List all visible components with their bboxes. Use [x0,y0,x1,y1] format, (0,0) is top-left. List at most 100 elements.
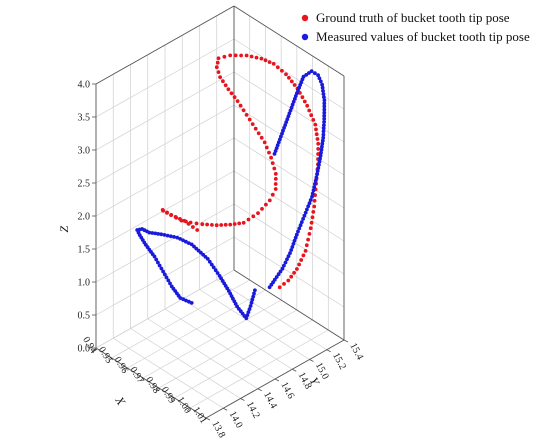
ground-truth-point [310,215,315,220]
ground-truth-point [259,56,264,61]
measured-point [320,85,325,90]
measured-point [281,128,285,133]
measured-point [276,140,281,145]
ground-truth-point [232,222,237,226]
measured-point [316,73,320,78]
measured-point [282,263,286,268]
ground-truth-point [280,68,284,73]
ground-truth-point [246,217,251,222]
ground-truth-point [238,103,243,108]
measured-point [274,275,279,279]
x-tick-mark [187,407,191,412]
measured-point [284,120,289,124]
ground-truth-point [229,91,234,96]
measured-point [302,213,307,218]
measured-point [296,229,300,234]
measured-point [169,284,174,289]
x-tick-mark [92,347,97,352]
ground-truth-point [302,99,307,104]
measured-point [303,210,308,215]
gridline [147,318,258,390]
measured-point [309,69,314,74]
gridline [113,337,224,409]
measured-point [153,231,158,236]
ground-truth-point [226,87,231,92]
y-tick-mark [343,339,349,343]
measured-point [278,269,283,274]
legend-label-ground-truth: Ground truth of bucket tooth tip pose [316,10,510,25]
measured-point [318,79,323,84]
measured-point [165,233,170,238]
measured-point [154,257,159,262]
measured-point [321,129,326,134]
ground-truth-point [307,232,312,236]
measured-point [249,300,254,305]
x-tick-mark [202,417,207,422]
measured-point [285,257,289,262]
measured-point [290,245,295,249]
ground-truth-point [292,270,296,275]
ground-truth-point [289,79,294,84]
z-tick-label: 0.0 [78,344,91,355]
measured-point [283,123,288,127]
measured-point [322,116,327,121]
ground-truth-point [316,147,321,151]
x-tick-mark [155,387,160,392]
measured-point [166,278,171,283]
ground-truth-point [277,285,282,290]
box-edge [233,5,345,77]
measured-point [307,71,311,75]
ground-truth-point [216,70,221,74]
measured-point [321,132,326,137]
measured-point [280,131,284,136]
box-edge [233,269,345,341]
ground-truth-point [241,220,246,225]
measured-point [267,285,272,290]
measured-point [215,271,220,275]
ground-truth-point [273,187,278,191]
y-tick-label: 14.6 [278,380,296,401]
y-tick-mark [223,407,228,411]
measured-point [181,297,186,302]
measured-point [305,207,309,212]
ground-truth-point [256,211,260,216]
x-tick-mark [171,397,175,402]
chart-axes [95,5,345,419]
measured-point [289,248,294,252]
ground-truth-point [228,222,233,227]
ground-truth-point [233,53,238,58]
measured-point [289,105,294,110]
ground-truth-point [301,253,306,258]
measured-point [292,97,297,101]
measured-point [298,223,303,228]
ground-truth-point [306,237,310,242]
measured-point [317,76,322,81]
ground-truth-point [249,54,254,59]
ground-truth-point [297,262,301,267]
y-tick-label: 14.2 [244,400,262,421]
ground-truth-point [232,95,237,100]
measured-point [159,266,164,271]
ground-truth-point [312,204,317,209]
measured-point [318,153,323,158]
ground-truth-point [237,221,242,226]
measured-point [319,150,323,155]
measured-point [274,146,279,151]
ground-truth-point [305,103,310,108]
measured-point [275,143,280,148]
ground-truth-point [263,58,268,63]
measured-point [251,294,256,299]
measured-point [294,232,299,237]
ground-truth-point [269,155,273,160]
z-tick-label: 2.0 [78,212,91,223]
y-tick-mark [274,378,280,382]
ground-truth-point [165,211,169,215]
measured-point [244,316,249,321]
y-tick-label: 14.0 [227,409,245,430]
measured-point [321,92,326,96]
measured-point [250,297,255,302]
measured-point [291,99,296,104]
measured-point [308,198,313,202]
ground-truth-point [256,131,261,136]
